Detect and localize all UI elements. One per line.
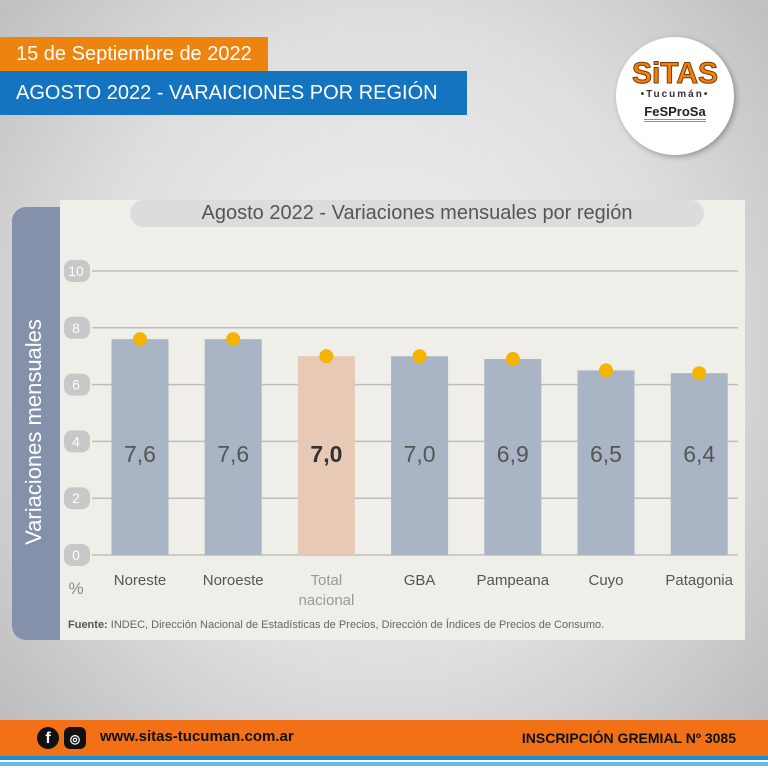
- y-tick-bg: [64, 430, 90, 453]
- logo: SiTAS •Tucumán• FeSProSa: [616, 37, 734, 155]
- facebook-icon[interactable]: f: [37, 727, 59, 749]
- bar: [484, 359, 542, 555]
- bar-marker: [319, 349, 334, 364]
- bar: [391, 356, 449, 555]
- x-tick-label: Pampeana: [477, 572, 550, 589]
- value-label: 6,9: [497, 441, 529, 467]
- value-label: 7,6: [217, 441, 249, 467]
- y-tick-label: 6: [72, 377, 80, 393]
- bar-marker: [226, 332, 241, 347]
- y-tick-label: 4: [72, 433, 80, 449]
- y-tick-label: 2: [72, 490, 80, 506]
- x-tick-label: Patagonia: [665, 572, 733, 589]
- x-tick-label: nacional: [298, 592, 354, 609]
- bar-marker: [133, 332, 147, 347]
- x-tick-label: Total: [311, 572, 343, 589]
- y-tick-label: 10: [68, 263, 84, 279]
- value-label: 6,4: [683, 441, 715, 467]
- x-tick-label: Cuyo: [588, 572, 623, 589]
- website-link[interactable]: www.sitas-tucuman.com.ar: [100, 728, 294, 745]
- y-axis-panel: [12, 207, 64, 640]
- y-tick-bg: [64, 373, 90, 396]
- x-tick-label: Noroeste: [203, 572, 264, 589]
- footer-stripes: [0, 756, 768, 768]
- value-label: 6,5: [590, 441, 622, 467]
- value-label: 7,0: [404, 441, 436, 467]
- value-label: 7,6: [124, 441, 156, 467]
- bar-marker: [505, 352, 520, 367]
- source-note: Fuente: INDEC, Dirección Nacional de Est…: [68, 619, 604, 631]
- x-tick-label: GBA: [404, 572, 436, 589]
- y-tick-label: 0: [72, 547, 80, 563]
- value-label: 7,0: [310, 441, 342, 467]
- logo-name: SiTAS: [631, 57, 719, 90]
- logo-sub: •Tucumán•: [640, 89, 710, 100]
- instagram-icon[interactable]: ◎: [64, 727, 86, 749]
- footer: f ◎ www.sitas-tucuman.com.ar INSCRIPCIÓN…: [0, 720, 768, 756]
- date-banner: 15 de Septiembre de 2022: [0, 37, 268, 71]
- y-tick-bg: [64, 487, 90, 510]
- x-tick-label: Noreste: [114, 572, 167, 589]
- bar: [577, 370, 635, 555]
- chart-title: Agosto 2022 - Variaciones mensuales por …: [130, 200, 704, 227]
- source-text: INDEC, Dirección Nacional de Estadística…: [107, 619, 605, 631]
- bar: [670, 373, 728, 555]
- y-tick-bg: [64, 260, 90, 282]
- registration-text: INSCRIPCIÓN GREMIAL Nº 3085: [521, 730, 736, 746]
- logo-org: FeSProSa: [644, 104, 706, 122]
- bar-marker: [412, 349, 427, 364]
- bar: [297, 356, 355, 555]
- y-unit-label: %: [68, 579, 83, 598]
- y-tick-bg: [64, 316, 90, 339]
- bar-marker: [692, 366, 707, 381]
- title-banner: AGOSTO 2022 - VARAICIONES POR REGIÓN: [0, 71, 467, 115]
- bar: [204, 339, 262, 555]
- source-label: Fuente:: [68, 619, 108, 631]
- y-tick-label: 8: [72, 320, 80, 336]
- y-tick-bg: [64, 544, 90, 566]
- bar: [111, 339, 169, 555]
- bar-marker: [599, 363, 613, 378]
